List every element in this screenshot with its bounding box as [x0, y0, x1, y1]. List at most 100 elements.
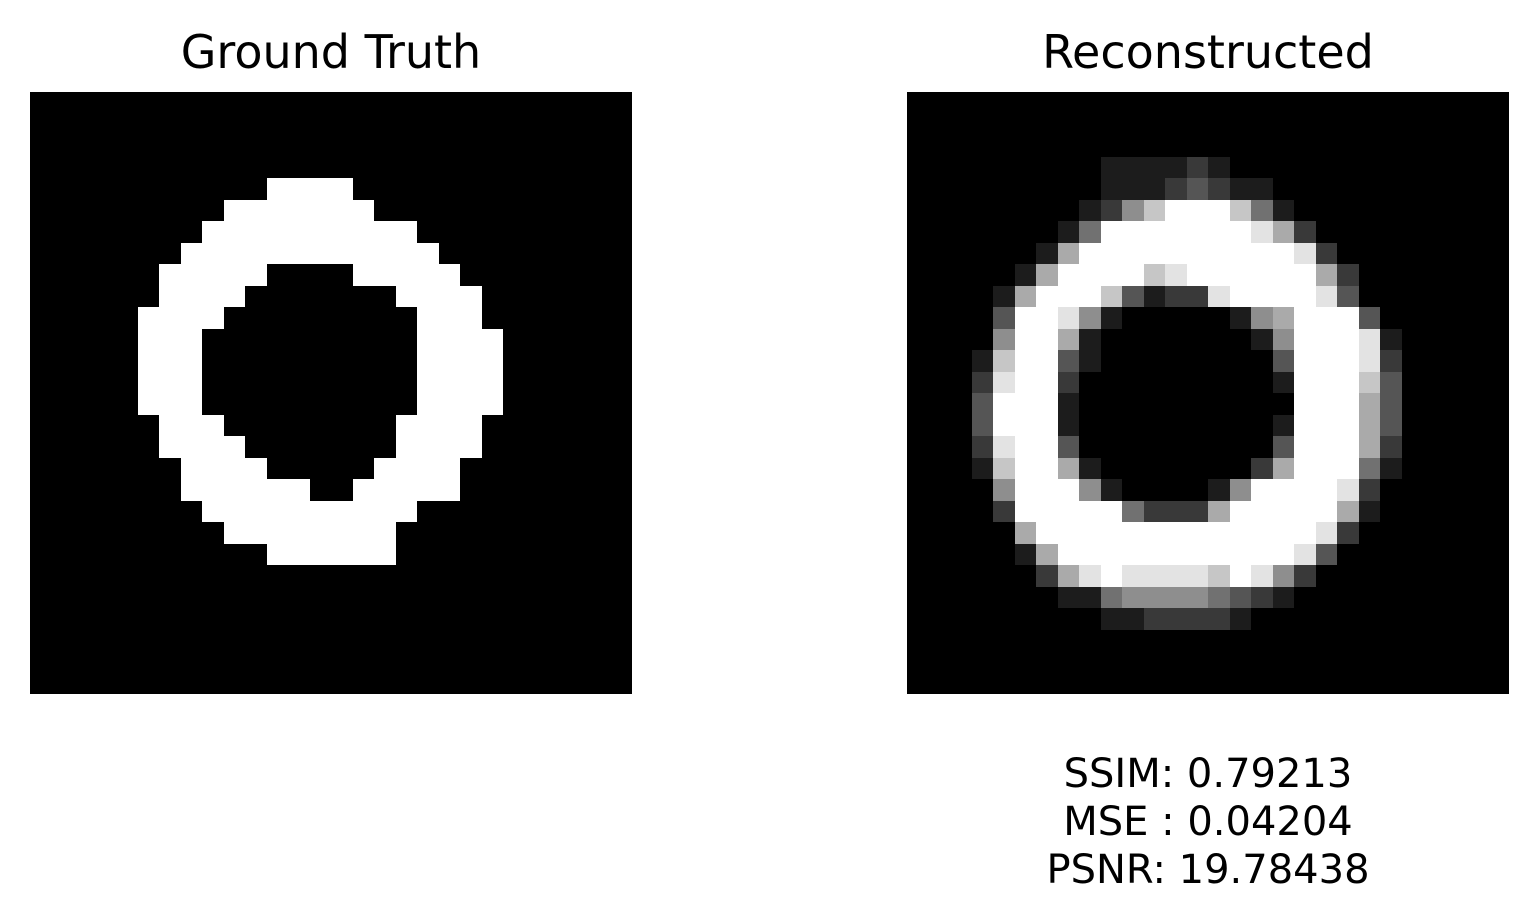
pixel-cell — [374, 328, 396, 350]
pixel-cell — [116, 156, 138, 178]
pixel-cell — [30, 393, 52, 415]
pixel-cell — [288, 178, 310, 200]
pixel-cell — [1208, 178, 1230, 200]
pixel-cell — [610, 328, 632, 350]
pixel-cell — [202, 457, 224, 479]
pixel-cell — [1315, 113, 1337, 135]
pixel-cell — [1487, 156, 1509, 178]
pixel-cell — [1423, 221, 1445, 243]
pixel-cell — [950, 92, 972, 114]
pixel-cell — [1208, 328, 1230, 350]
pixel-cell — [202, 414, 224, 436]
pixel-cell — [1487, 113, 1509, 135]
pixel-cell — [116, 457, 138, 479]
pixel-cell — [1272, 113, 1294, 135]
pixel-cell — [1294, 629, 1316, 651]
pixel-cell — [524, 264, 546, 286]
pixel-cell — [1251, 92, 1273, 114]
pixel-cell — [1186, 651, 1208, 673]
pixel-cell — [481, 500, 503, 522]
pixel-cell — [266, 328, 288, 350]
pixel-cell — [503, 113, 525, 135]
pixel-cell — [1380, 264, 1402, 286]
pixel-cell — [1057, 371, 1079, 393]
pixel-cell — [223, 264, 245, 286]
pixel-cell — [589, 393, 611, 415]
pixel-cell — [438, 543, 460, 565]
pixel-cell — [1165, 479, 1187, 501]
pixel-cell — [1079, 264, 1101, 286]
pixel-cell — [993, 307, 1015, 329]
pixel-cell — [245, 350, 267, 372]
pixel-cell — [1165, 651, 1187, 673]
pixel-cell — [180, 178, 202, 200]
pixel-cell — [266, 479, 288, 501]
pixel-cell — [159, 221, 181, 243]
pixel-cell — [1036, 500, 1058, 522]
pixel-cell — [1079, 178, 1101, 200]
pixel-cell — [928, 350, 950, 372]
pixel-cell — [950, 135, 972, 157]
pixel-cell — [309, 436, 331, 458]
pixel-cell — [288, 436, 310, 458]
pixel-cell — [950, 221, 972, 243]
pixel-cell — [1122, 457, 1144, 479]
pixel-cell — [1466, 264, 1488, 286]
pixel-cell — [1122, 135, 1144, 157]
pixel-cell — [1358, 113, 1380, 135]
pixel-cell — [137, 586, 159, 608]
pixel-cell — [1229, 500, 1251, 522]
pixel-cell — [993, 178, 1015, 200]
pixel-cell — [907, 113, 929, 135]
pixel-cell — [1122, 586, 1144, 608]
pixel-cell — [1208, 92, 1230, 114]
pixel-cell — [417, 500, 439, 522]
pixel-cell — [1487, 479, 1509, 501]
pixel-cell — [1208, 565, 1230, 587]
pixel-cell — [460, 479, 482, 501]
pixel-cell — [1186, 436, 1208, 458]
pixel-cell — [245, 264, 267, 286]
pixel-cell — [1143, 307, 1165, 329]
pixel-cell — [1079, 328, 1101, 350]
pixel-cell — [460, 457, 482, 479]
pixel-cell — [116, 629, 138, 651]
pixel-cell — [223, 393, 245, 415]
pixel-cell — [1315, 328, 1337, 350]
pixel-cell — [1466, 479, 1488, 501]
pixel-cell — [1186, 307, 1208, 329]
pixel-cell — [159, 156, 181, 178]
pixel-cell — [1057, 565, 1079, 587]
pixel-cell — [1122, 113, 1144, 135]
pixel-cell — [1057, 264, 1079, 286]
pixel-cell — [309, 608, 331, 630]
pixel-cell — [589, 608, 611, 630]
pixel-cell — [1272, 350, 1294, 372]
pixel-cell — [950, 242, 972, 264]
pixel-cell — [1466, 436, 1488, 458]
pixel-cell — [503, 92, 525, 114]
pixel-cell — [223, 328, 245, 350]
pixel-cell — [460, 651, 482, 673]
pixel-cell — [928, 393, 950, 415]
pixel-cell — [1272, 242, 1294, 264]
pixel-cell — [30, 371, 52, 393]
pixel-cell — [309, 522, 331, 544]
pixel-cell — [73, 307, 95, 329]
pixel-cell — [503, 672, 525, 694]
pixel-cell — [438, 371, 460, 393]
pixel-cell — [137, 522, 159, 544]
pixel-cell — [1208, 436, 1230, 458]
pixel-cell — [1122, 371, 1144, 393]
pixel-cell — [1401, 651, 1423, 673]
pixel-cell — [971, 328, 993, 350]
pixel-cell — [1014, 242, 1036, 264]
pixel-cell — [1229, 221, 1251, 243]
ground-truth-image — [30, 92, 632, 694]
pixel-cell — [610, 586, 632, 608]
pixel-cell — [266, 371, 288, 393]
pixel-cell — [950, 264, 972, 286]
pixel-cell — [460, 221, 482, 243]
pixel-cell — [223, 156, 245, 178]
pixel-cell — [1272, 264, 1294, 286]
